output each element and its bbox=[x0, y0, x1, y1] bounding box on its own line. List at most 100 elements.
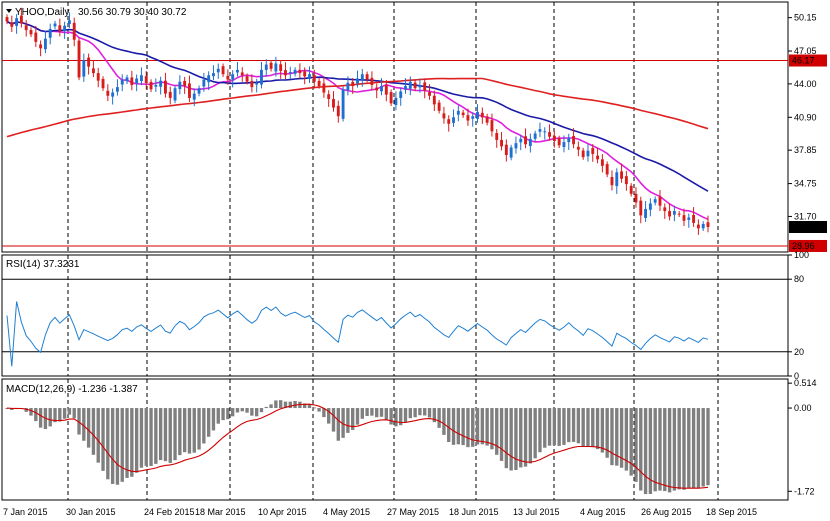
macd-histogram-bar bbox=[82, 408, 86, 441]
macd-histogram-bar bbox=[519, 408, 523, 468]
candle-body bbox=[567, 137, 571, 143]
macd-histogram-bar bbox=[264, 406, 268, 409]
macd-histogram-bar bbox=[168, 408, 172, 463]
macd-histogram-bar bbox=[206, 408, 211, 437]
macd-histogram-bar bbox=[96, 408, 100, 463]
candle-body bbox=[557, 138, 561, 146]
macd-tick-label: 0.514 bbox=[794, 378, 817, 388]
macd-histogram-bar bbox=[336, 408, 340, 441]
candle-body bbox=[701, 223, 705, 229]
macd-histogram-bar bbox=[163, 408, 168, 462]
candle-body bbox=[533, 133, 537, 139]
macd-histogram-bar bbox=[211, 408, 216, 431]
candle-body bbox=[120, 79, 124, 85]
candle-body bbox=[524, 136, 527, 145]
macd-histogram-bar bbox=[615, 408, 619, 466]
x-tick-label: 4 May 2015 bbox=[323, 507, 370, 517]
macd-histogram-bar bbox=[370, 408, 374, 416]
macd-histogram-bar bbox=[331, 408, 336, 432]
candle-body bbox=[77, 40, 81, 78]
macd-histogram-bar bbox=[327, 408, 331, 424]
macd-histogram-bar bbox=[523, 408, 528, 467]
candle-body bbox=[274, 63, 278, 72]
price-y-axis: 50.15 47.05 44.00 40.90 37.85 34.75 31.70 46.17… bbox=[788, 13, 827, 252]
candle-body bbox=[63, 25, 67, 32]
macd-histogram-bar bbox=[355, 408, 360, 425]
candle-body bbox=[351, 81, 355, 87]
macd-histogram-bar bbox=[557, 408, 561, 446]
candle-body bbox=[269, 62, 273, 69]
price-tick-label: 31.70 bbox=[794, 211, 817, 221]
level-tag-bg bbox=[789, 239, 827, 252]
price-tick-label: 50.15 bbox=[794, 13, 817, 23]
candle-body bbox=[552, 135, 556, 142]
macd-histogram-bar bbox=[634, 408, 638, 482]
price-panel bbox=[2, 7, 788, 247]
candle-body bbox=[43, 38, 47, 50]
macd-histogram-bar bbox=[67, 408, 72, 415]
candle-body bbox=[135, 78, 139, 84]
candle-body bbox=[418, 84, 422, 88]
candle-body bbox=[197, 88, 201, 94]
macd-histogram-bar bbox=[576, 408, 581, 444]
macd-histogram-bar bbox=[667, 408, 672, 493]
candle-body bbox=[250, 80, 254, 88]
macd-histogram-bar bbox=[432, 408, 437, 423]
macd-histogram-bar bbox=[447, 408, 451, 442]
macd-histogram-bar bbox=[643, 408, 648, 495]
macd-histogram-bar bbox=[182, 408, 187, 453]
candle-body bbox=[303, 71, 307, 77]
candle-body bbox=[572, 136, 576, 145]
macd-histogram-bar bbox=[86, 408, 91, 448]
macd-histogram-bar bbox=[475, 408, 480, 445]
candle-body bbox=[226, 75, 230, 80]
candle-body bbox=[624, 176, 628, 185]
macd-histogram-bar bbox=[303, 403, 307, 409]
macd-histogram-bar bbox=[110, 408, 115, 484]
macd-histogram-bar bbox=[413, 408, 417, 418]
candle-body bbox=[144, 76, 148, 83]
candle-body bbox=[413, 82, 417, 89]
macd-label: MACD(12,26,9) -1.236 -1.387 bbox=[6, 384, 138, 395]
macd-histogram-bar bbox=[48, 408, 52, 427]
candle-body bbox=[216, 68, 220, 73]
macd-histogram-bar bbox=[427, 408, 432, 418]
x-tick-label: 18 Sep 2015 bbox=[706, 507, 757, 517]
candle-body bbox=[586, 150, 590, 157]
price-tick-label: 37.85 bbox=[794, 145, 817, 155]
macd-histogram-bar bbox=[120, 408, 124, 482]
candle-body bbox=[288, 72, 292, 74]
current-price-tag: 30.72 bbox=[792, 222, 815, 232]
candle-body bbox=[432, 95, 436, 105]
price-header: YHOO,Daily 30.56 30.79 30.40 30.72 bbox=[6, 7, 187, 18]
candle-body bbox=[663, 207, 667, 212]
x-tick-label: 7 Jan 2015 bbox=[3, 507, 48, 517]
macd-histogram-bar bbox=[706, 408, 710, 486]
candle-body bbox=[490, 120, 494, 132]
candle-body bbox=[466, 115, 470, 121]
macd-histogram-bar bbox=[154, 408, 158, 464]
chevron-down-icon[interactable] bbox=[6, 9, 12, 13]
candle-body bbox=[461, 112, 465, 116]
macd-histogram-bar bbox=[408, 408, 412, 419]
candle-body bbox=[596, 155, 600, 160]
candle-body bbox=[53, 23, 57, 27]
candle-body bbox=[236, 69, 239, 73]
macd-signal-line bbox=[6, 403, 709, 489]
candle-body bbox=[408, 81, 412, 89]
macd-histogram-bar bbox=[269, 404, 273, 409]
level-tag: 46.17 bbox=[792, 56, 815, 66]
macd-histogram-bar bbox=[663, 408, 667, 492]
candle-body bbox=[370, 77, 374, 85]
x-tick-label: 4 Aug 2015 bbox=[580, 507, 626, 517]
candle-body bbox=[101, 78, 105, 89]
candle-body bbox=[346, 82, 350, 91]
macd-histogram-bar bbox=[619, 408, 624, 468]
macd-histogram-bar bbox=[533, 408, 537, 459]
candle-body bbox=[96, 73, 100, 81]
macd-histogram-bar bbox=[499, 408, 504, 461]
candle-body bbox=[399, 91, 403, 98]
macd-histogram-bar bbox=[178, 408, 182, 456]
candle-body bbox=[91, 68, 95, 74]
